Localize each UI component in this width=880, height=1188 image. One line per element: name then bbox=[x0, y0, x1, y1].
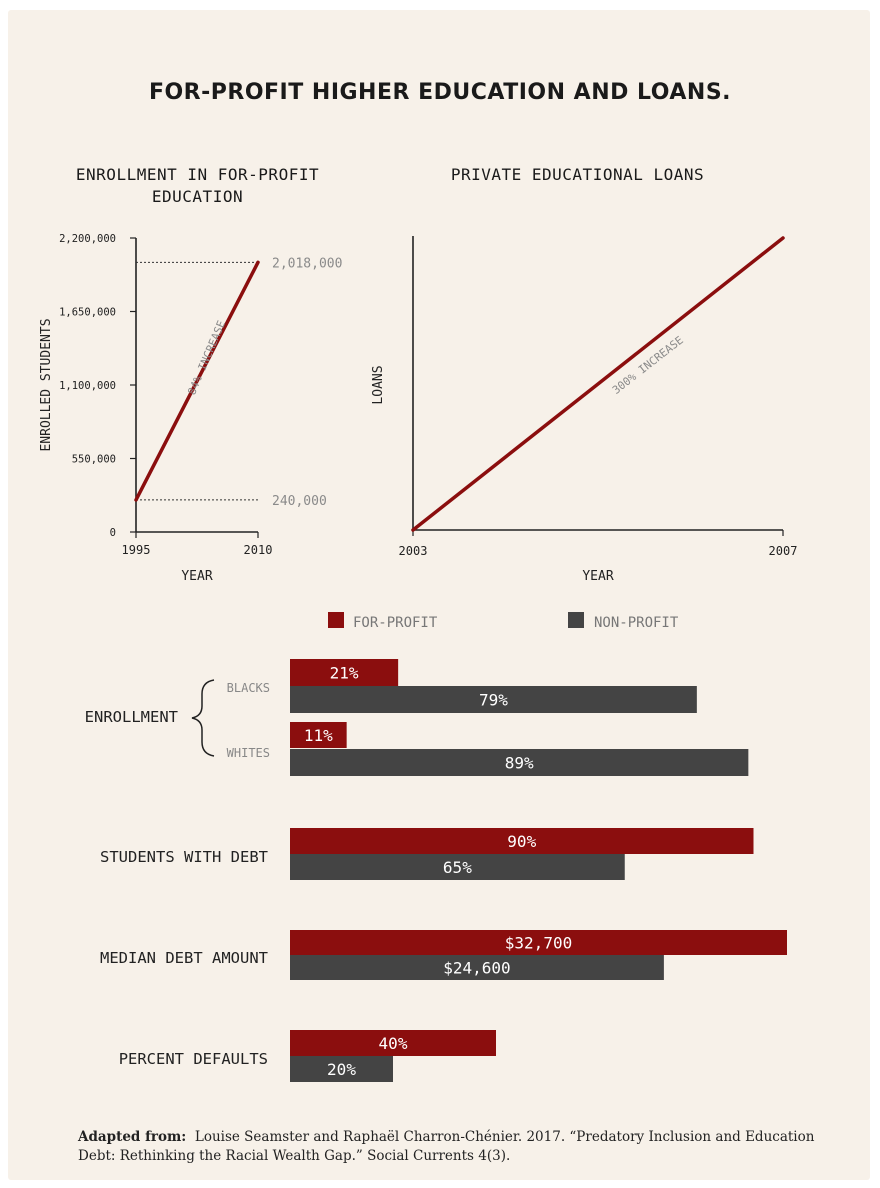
citation-lead: Adapted from: bbox=[78, 1129, 187, 1145]
page-title: FOR-PROFIT HIGHER EDUCATION AND LOANS. bbox=[148, 80, 732, 105]
loans-chart-title: PRIVATE EDUCATIONAL LOANS bbox=[450, 165, 705, 184]
citation: Adapted from: Louise Seamster and Raphaë… bbox=[78, 1128, 818, 1166]
enrollment-chart-title: ENROLLMENT IN FOR-PROFIT EDUCATION bbox=[75, 165, 320, 206]
citation-text: Louise Seamster and Raphaël Charron-Chén… bbox=[78, 1129, 815, 1164]
paper-background bbox=[8, 10, 870, 1180]
